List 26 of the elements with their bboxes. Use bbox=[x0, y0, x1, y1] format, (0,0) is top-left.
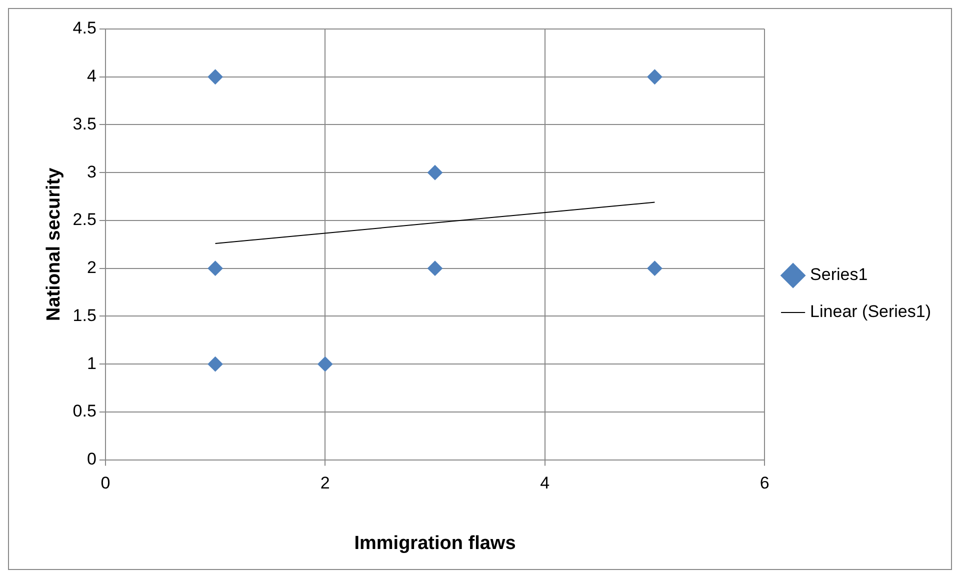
y-tick-label: 3 bbox=[86, 162, 96, 182]
x-tick-label: 6 bbox=[760, 474, 770, 493]
x-tick-label: 2 bbox=[320, 474, 330, 493]
x-tick-label: 0 bbox=[100, 474, 110, 493]
y-axis-title: National security bbox=[44, 167, 65, 321]
x-tick-label: 4 bbox=[540, 474, 550, 493]
point bbox=[208, 356, 223, 372]
point bbox=[647, 260, 662, 276]
legend-label: Series1 bbox=[810, 265, 868, 284]
y-tick-label: 2 bbox=[86, 258, 96, 278]
point bbox=[208, 260, 223, 276]
point bbox=[427, 260, 442, 276]
y-tick-label: 4.5 bbox=[72, 18, 96, 38]
y-tick-label: 0.5 bbox=[72, 402, 96, 421]
legend-label: Linear (Series1) bbox=[810, 302, 932, 322]
y-tick-label: 3.5 bbox=[72, 114, 96, 134]
y-tick-label: 4 bbox=[86, 66, 96, 86]
x-axis-title: Immigration flaws bbox=[354, 532, 516, 554]
y-tick-label: 0 bbox=[86, 449, 96, 468]
y-tick-label: 1 bbox=[86, 354, 96, 373]
point bbox=[427, 165, 442, 180]
point bbox=[318, 356, 333, 372]
point bbox=[647, 69, 662, 84]
y-tick-label: 2.5 bbox=[72, 210, 96, 230]
point bbox=[208, 69, 223, 84]
y-tick-label: 1.5 bbox=[72, 306, 96, 325]
